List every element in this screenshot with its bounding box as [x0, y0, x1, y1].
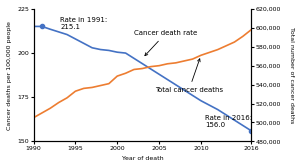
Text: Total cancer deaths: Total cancer deaths — [155, 59, 223, 93]
X-axis label: Year of death: Year of death — [122, 156, 163, 161]
Text: Rate in 2016:
156.0: Rate in 2016: 156.0 — [205, 115, 252, 128]
Text: Cancer death rate: Cancer death rate — [134, 30, 197, 56]
Y-axis label: Total number of cancer deaths: Total number of cancer deaths — [289, 27, 294, 123]
Text: Rate in 1991:
215.1: Rate in 1991: 215.1 — [60, 17, 107, 30]
Y-axis label: Cancer deaths per 100,000 people: Cancer deaths per 100,000 people — [7, 21, 12, 130]
